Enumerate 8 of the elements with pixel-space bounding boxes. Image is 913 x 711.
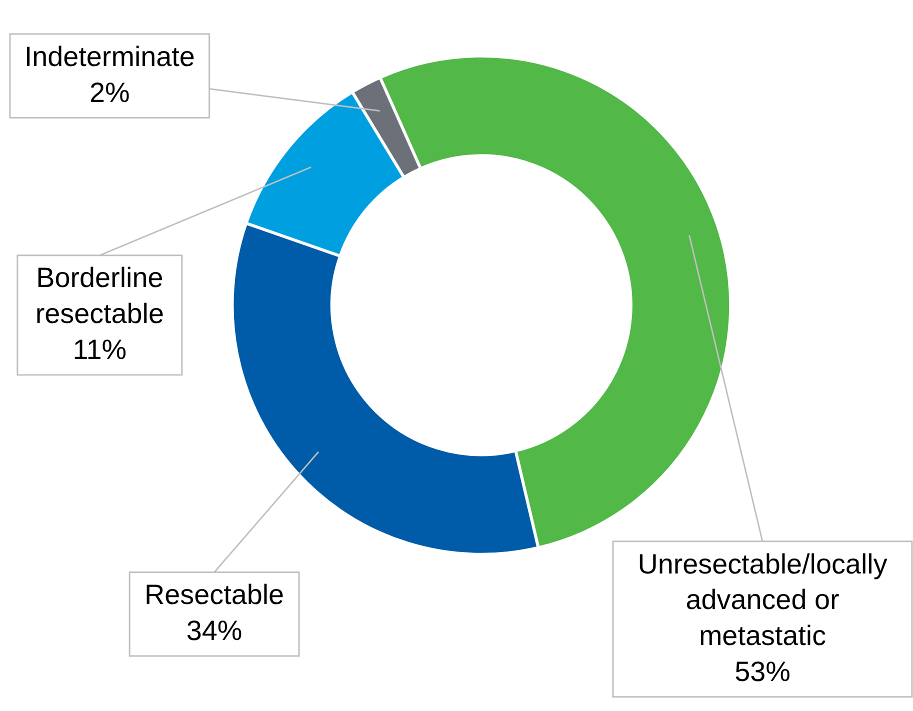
data-label: 11% (72, 334, 127, 365)
slice-label: Borderline resectable (35, 262, 164, 330)
slice-label: Indeterminate (24, 40, 195, 72)
slice-label: Unresectable/locally advanced or metastatic (638, 548, 888, 652)
slice-label: Resectable (144, 579, 284, 610)
data-label: 53% (734, 656, 790, 687)
data-label: 2% (89, 76, 130, 108)
data-label: 34% (186, 615, 242, 646)
